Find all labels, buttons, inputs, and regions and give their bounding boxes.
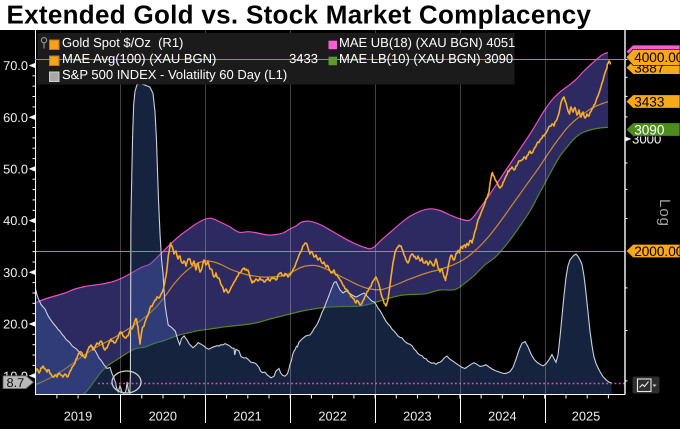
svg-text:8.7: 8.7 <box>7 375 25 390</box>
svg-text:2021: 2021 <box>233 409 261 424</box>
svg-text:MAE LB(10) (XAU BGN) 3090: MAE LB(10) (XAU BGN) 3090 <box>339 51 513 66</box>
svg-text:50.0: 50.0 <box>3 162 28 177</box>
svg-text:Extended Gold vs. Stock Market: Extended Gold vs. Stock Market Complacen… <box>7 0 592 30</box>
svg-text:2024: 2024 <box>488 409 516 424</box>
svg-text:2023: 2023 <box>403 409 431 424</box>
svg-text:Log: Log <box>656 199 673 227</box>
svg-text:3433: 3433 <box>634 94 664 109</box>
svg-text:Gold Spot $/Oz (R1): Gold Spot $/Oz (R1) <box>62 35 183 50</box>
svg-text:2000.00: 2000.00 <box>634 244 680 259</box>
svg-text:30.0: 30.0 <box>3 265 28 280</box>
svg-text:2025: 2025 <box>572 409 600 424</box>
svg-text:60.0: 60.0 <box>3 110 28 125</box>
svg-text:3433: 3433 <box>289 51 318 66</box>
svg-text:2020: 2020 <box>149 409 177 424</box>
svg-text:MAE Avg(100) (XAU BGN): MAE Avg(100) (XAU BGN) <box>62 51 216 66</box>
svg-text:2022: 2022 <box>318 409 346 424</box>
svg-text:70.0: 70.0 <box>3 58 28 73</box>
svg-text:S&P 500 INDEX - Volatility 60: S&P 500 INDEX - Volatility 60 Day (L1) <box>62 67 287 82</box>
svg-text:4000.00: 4000.00 <box>634 50 680 65</box>
svg-text:40.0: 40.0 <box>3 213 28 228</box>
svg-text:20.0: 20.0 <box>3 317 28 332</box>
svg-text:2019: 2019 <box>64 409 92 424</box>
svg-text:3090: 3090 <box>634 122 665 137</box>
svg-text:MAE UB(18) (XAU BGN) 4051: MAE UB(18) (XAU BGN) 4051 <box>339 35 515 50</box>
